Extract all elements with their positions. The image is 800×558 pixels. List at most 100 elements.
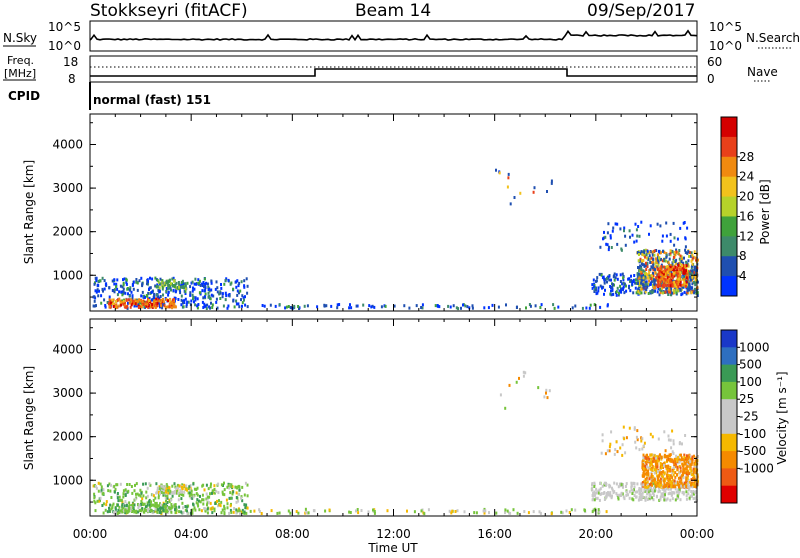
data-cell bbox=[512, 508, 515, 512]
data-cell bbox=[675, 282, 678, 286]
data-cell bbox=[188, 494, 191, 498]
data-cell bbox=[186, 488, 188, 492]
data-cell bbox=[637, 498, 640, 502]
data-cell bbox=[645, 468, 648, 472]
data-cell bbox=[106, 301, 109, 304]
data-cell bbox=[186, 511, 189, 515]
data-cell bbox=[658, 489, 661, 493]
data-cell bbox=[665, 234, 668, 238]
data-cell bbox=[652, 274, 655, 278]
data-cell bbox=[603, 491, 606, 494]
data-cell bbox=[133, 302, 136, 306]
data-cell bbox=[235, 491, 238, 495]
data-cell bbox=[131, 504, 134, 507]
data-cell bbox=[641, 437, 644, 441]
data-cell bbox=[653, 282, 656, 286]
data-cell bbox=[663, 477, 666, 481]
data-cell bbox=[683, 453, 686, 457]
data-cell bbox=[664, 290, 667, 294]
data-cell bbox=[157, 496, 160, 500]
data-cell bbox=[156, 278, 159, 282]
data-cell bbox=[661, 475, 664, 479]
data-cell bbox=[674, 475, 677, 479]
data-cell bbox=[681, 442, 683, 446]
data-cell bbox=[201, 289, 204, 293]
power-ylabel: Slant Range [km] bbox=[22, 160, 36, 264]
data-cell bbox=[140, 491, 143, 495]
data-cell bbox=[685, 494, 688, 498]
colorbar-swatch bbox=[721, 451, 737, 469]
data-cell bbox=[647, 276, 650, 280]
colorbar-tick-label: 12 bbox=[739, 229, 754, 243]
data-cell bbox=[170, 510, 173, 514]
data-cell bbox=[448, 509, 451, 513]
data-cell bbox=[145, 304, 148, 308]
data-cell bbox=[154, 496, 157, 500]
data-cell bbox=[666, 497, 669, 501]
data-cell bbox=[666, 470, 669, 474]
data-cell bbox=[608, 449, 611, 453]
data-cell bbox=[679, 271, 682, 275]
data-cell bbox=[213, 488, 216, 491]
data-cell bbox=[243, 279, 246, 283]
data-cell bbox=[135, 482, 138, 486]
data-cell bbox=[209, 501, 212, 505]
data-cell bbox=[155, 293, 158, 297]
data-cell bbox=[674, 265, 677, 269]
data-cell bbox=[639, 281, 641, 285]
data-cell bbox=[620, 483, 623, 487]
data-cell bbox=[639, 283, 642, 287]
data-cell bbox=[634, 278, 637, 282]
data-cell bbox=[160, 304, 163, 308]
data-cell bbox=[216, 499, 218, 503]
data-cell bbox=[217, 504, 219, 508]
data-cell bbox=[597, 508, 600, 512]
data-cell bbox=[657, 263, 660, 267]
data-cell bbox=[652, 459, 654, 463]
data-cell bbox=[112, 511, 115, 515]
data-cell bbox=[668, 288, 671, 292]
data-cell bbox=[560, 510, 563, 514]
data-cell bbox=[152, 503, 154, 507]
data-cell bbox=[241, 304, 243, 308]
data-cell bbox=[611, 494, 613, 498]
data-cell bbox=[509, 202, 512, 206]
data-cell bbox=[196, 306, 199, 310]
data-cell bbox=[373, 510, 376, 513]
data-cell bbox=[690, 254, 692, 258]
data-cell bbox=[223, 282, 226, 286]
data-cell bbox=[648, 251, 651, 254]
data-cell bbox=[642, 473, 645, 477]
data-cell bbox=[683, 459, 686, 463]
data-cell bbox=[167, 510, 170, 514]
data-cell bbox=[95, 486, 98, 490]
data-cell bbox=[695, 485, 697, 489]
data-cell bbox=[669, 251, 672, 255]
data-cell bbox=[157, 493, 160, 497]
data-cell bbox=[625, 482, 628, 486]
data-cell bbox=[145, 508, 147, 512]
data-cell bbox=[574, 508, 577, 512]
data-cell bbox=[184, 297, 187, 301]
data-cell bbox=[336, 306, 339, 310]
data-cell bbox=[654, 286, 657, 290]
data-cell bbox=[681, 462, 684, 466]
data-cell bbox=[598, 272, 601, 276]
noise-left-tick-bottom: 10^0 bbox=[48, 39, 81, 53]
data-cell bbox=[661, 259, 664, 263]
data-cell bbox=[187, 487, 190, 491]
data-cell bbox=[367, 510, 370, 514]
data-cell bbox=[172, 490, 175, 494]
data-cell bbox=[682, 276, 685, 280]
data-cell bbox=[685, 260, 688, 264]
data-cell bbox=[242, 296, 245, 300]
data-cell bbox=[226, 506, 229, 510]
data-cell bbox=[178, 285, 180, 289]
data-cell bbox=[687, 250, 690, 254]
data-cell bbox=[657, 281, 660, 285]
data-cell bbox=[174, 485, 177, 489]
data-cell bbox=[113, 290, 116, 294]
data-cell bbox=[603, 281, 606, 285]
data-cell bbox=[660, 483, 663, 487]
